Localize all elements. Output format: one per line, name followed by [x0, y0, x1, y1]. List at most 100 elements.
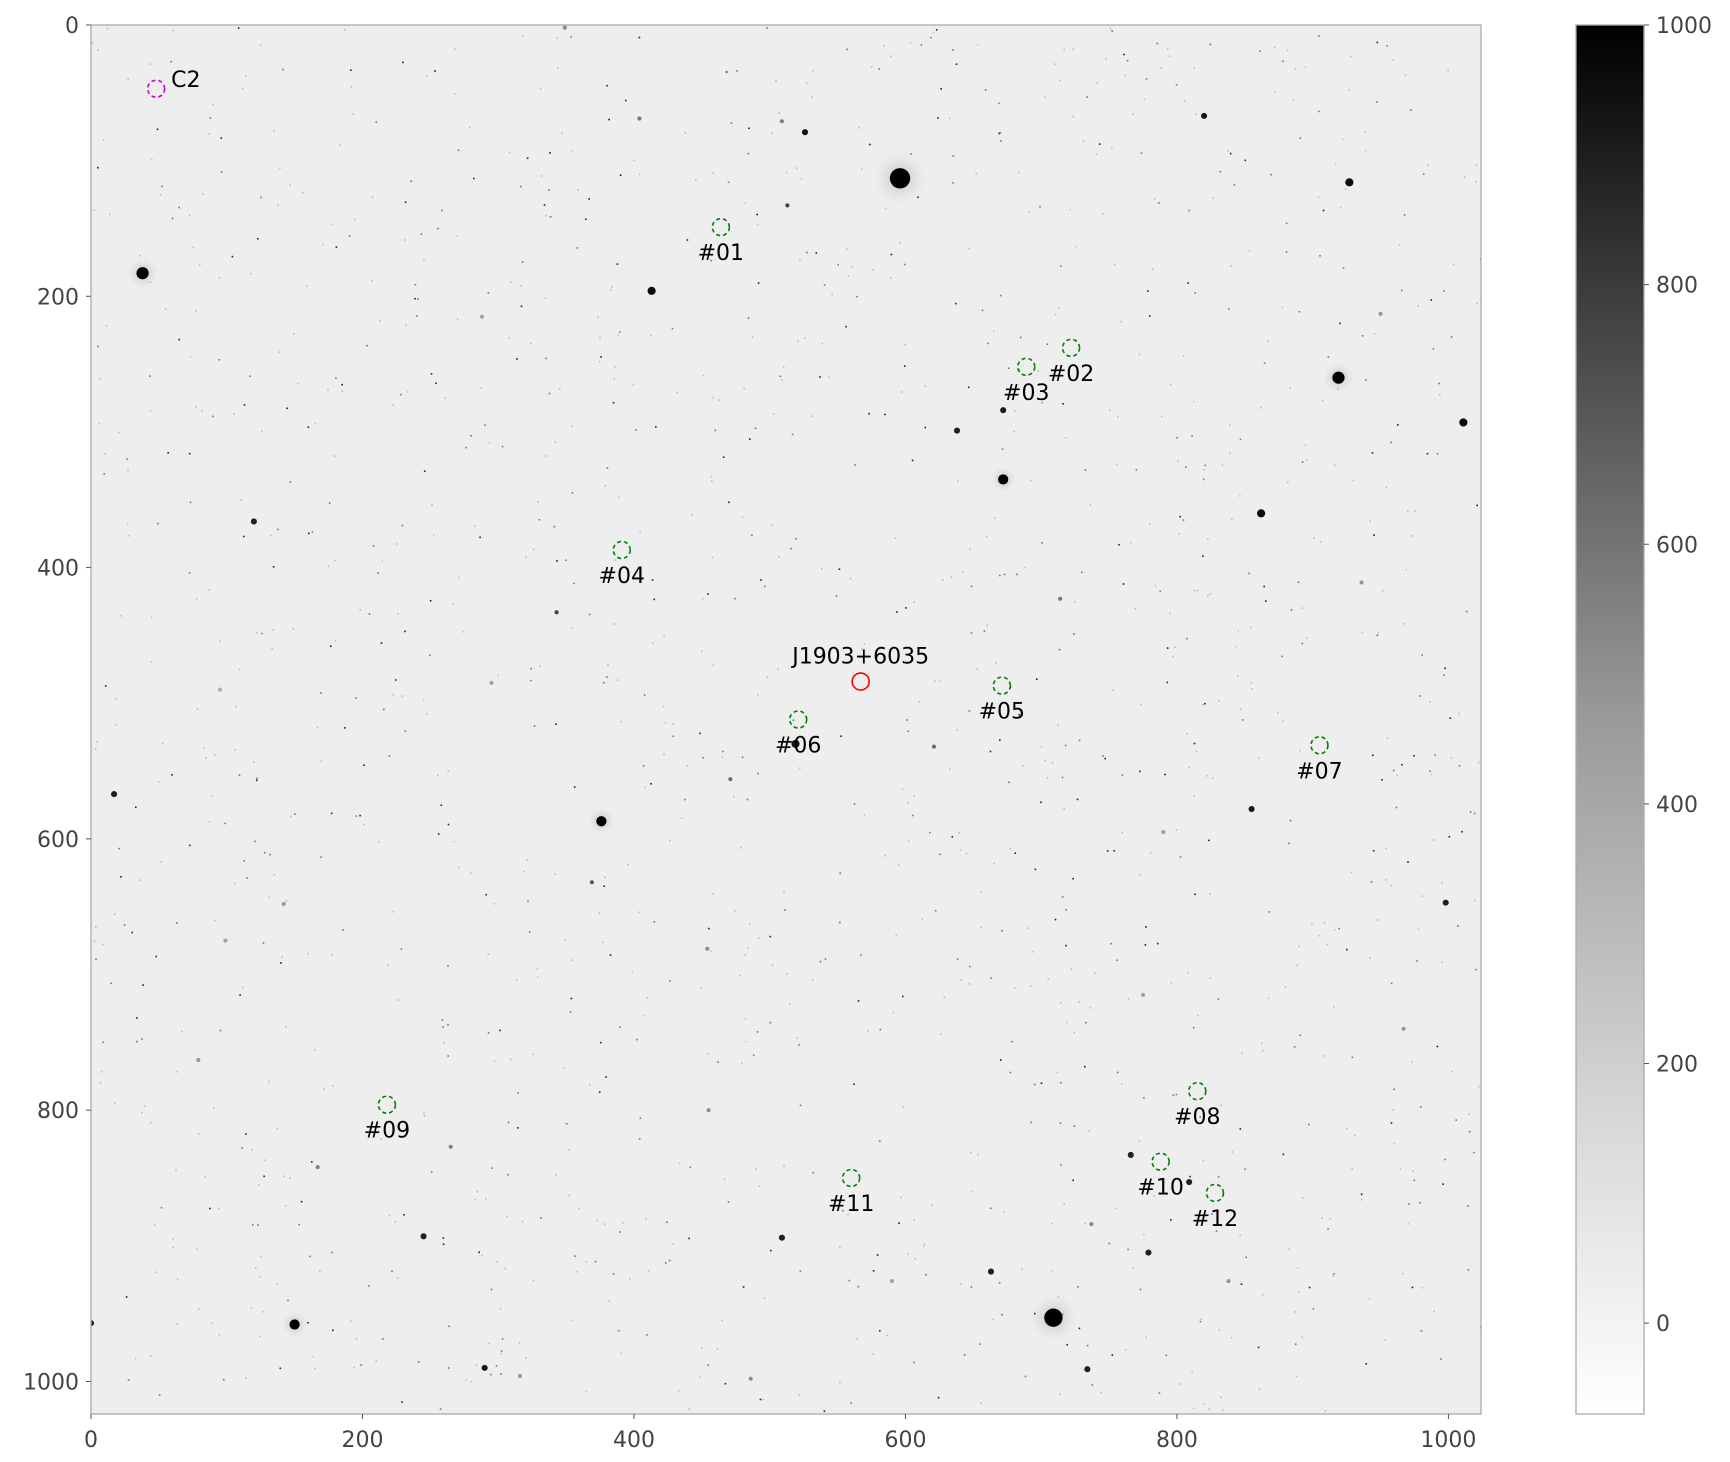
noise-speck	[722, 750, 724, 753]
noise-speck	[934, 909, 937, 912]
noise-speck	[627, 863, 629, 866]
noise-speck	[447, 770, 449, 772]
field-star	[136, 267, 149, 280]
noise-speck	[268, 896, 270, 899]
noise-speck	[91, 41, 94, 44]
noise-speck	[1289, 819, 1292, 822]
noise-speck	[578, 1207, 580, 1210]
noise-speck	[712, 172, 714, 174]
field-star	[1459, 418, 1468, 427]
noise-speck	[779, 375, 782, 378]
noise-speck	[473, 177, 475, 180]
noise-speck	[1461, 830, 1463, 833]
noise-speck	[1120, 320, 1122, 323]
noise-speck	[1284, 986, 1287, 988]
noise-speck	[371, 196, 374, 198]
noise-speck	[1106, 850, 1109, 852]
noise-speck	[1293, 1046, 1296, 1048]
noise-speck	[1074, 245, 1077, 248]
noise-speck	[1408, 1203, 1410, 1205]
noise-speck	[749, 923, 751, 926]
noise-speck	[1421, 1286, 1424, 1289]
noise-speck	[1166, 48, 1169, 50]
noise-speck	[610, 289, 612, 291]
comparison-star-label: #02	[1048, 362, 1094, 387]
noise-speck	[557, 67, 559, 69]
noise-speck	[391, 1270, 393, 1273]
field-star	[748, 1376, 753, 1381]
noise-speck	[537, 501, 539, 503]
noise-speck	[1117, 416, 1119, 418]
noise-speck	[585, 1390, 588, 1393]
noise-speck	[1429, 770, 1431, 772]
noise-speck	[1265, 600, 1267, 602]
noise-speck	[277, 204, 279, 206]
noise-speck	[1376, 101, 1378, 103]
noise-speck	[102, 139, 105, 141]
noise-speck	[219, 1029, 222, 1032]
noise-speck	[684, 132, 687, 134]
noise-speck	[576, 247, 579, 249]
noise-speck	[1019, 336, 1022, 339]
field-star	[554, 610, 559, 615]
noise-speck	[403, 1214, 405, 1216]
noise-speck	[375, 1360, 378, 1362]
noise-speck	[1268, 911, 1271, 913]
noise-speck	[297, 382, 299, 385]
noise-speck	[417, 298, 419, 300]
noise-speck	[1185, 466, 1187, 468]
noise-speck	[275, 1283, 278, 1285]
noise-speck	[995, 662, 997, 664]
noise-speck	[1419, 695, 1422, 697]
noise-speck	[736, 70, 738, 72]
noise-speck	[752, 1054, 755, 1057]
noise-speck	[1009, 1071, 1012, 1074]
noise-speck	[379, 320, 381, 322]
noise-speck	[538, 518, 541, 521]
noise-speck	[341, 383, 343, 386]
field-star	[953, 427, 961, 434]
noise-speck	[980, 926, 982, 928]
comparison-star-label: #10	[1137, 1176, 1183, 1201]
noise-speck	[1294, 1311, 1296, 1313]
field-star	[1401, 1026, 1406, 1031]
noise-speck	[1406, 510, 1409, 512]
y-tick-label: 600	[37, 828, 79, 853]
x-tick-label: 600	[884, 1428, 926, 1453]
noise-speck	[602, 681, 605, 684]
noise-speck	[902, 995, 904, 998]
noise-speck	[1364, 149, 1367, 152]
noise-speck	[1413, 1179, 1416, 1182]
noise-speck	[1165, 1354, 1168, 1357]
noise-speck	[1304, 66, 1307, 69]
noise-speck	[201, 410, 203, 412]
noise-speck	[969, 548, 971, 550]
noise-speck	[98, 378, 101, 380]
noise-speck	[549, 152, 551, 154]
noise-speck	[518, 1342, 521, 1344]
noise-speck	[453, 840, 456, 843]
noise-speck	[426, 713, 428, 715]
noise-speck	[1178, 1121, 1180, 1124]
noise-speck	[1111, 1354, 1114, 1356]
noise-speck	[1361, 631, 1364, 634]
noise-speck	[952, 49, 954, 51]
noise-speck	[561, 132, 563, 134]
noise-speck	[127, 535, 130, 537]
noise-speck	[1030, 985, 1032, 987]
noise-speck	[453, 92, 456, 95]
noise-speck	[442, 1243, 445, 1246]
noise-speck	[570, 36, 572, 38]
noise-speck	[331, 953, 333, 956]
noise-speck	[1443, 290, 1445, 292]
noise-speck	[1175, 84, 1178, 86]
sky-background	[91, 25, 1481, 1414]
noise-speck	[1430, 299, 1433, 301]
noise-speck	[955, 302, 957, 305]
noise-speck	[506, 1215, 508, 1218]
noise-speck	[198, 263, 201, 266]
noise-speck	[769, 935, 772, 938]
noise-speck	[840, 735, 842, 737]
noise-speck	[1270, 173, 1272, 176]
noise-speck	[1112, 689, 1114, 691]
